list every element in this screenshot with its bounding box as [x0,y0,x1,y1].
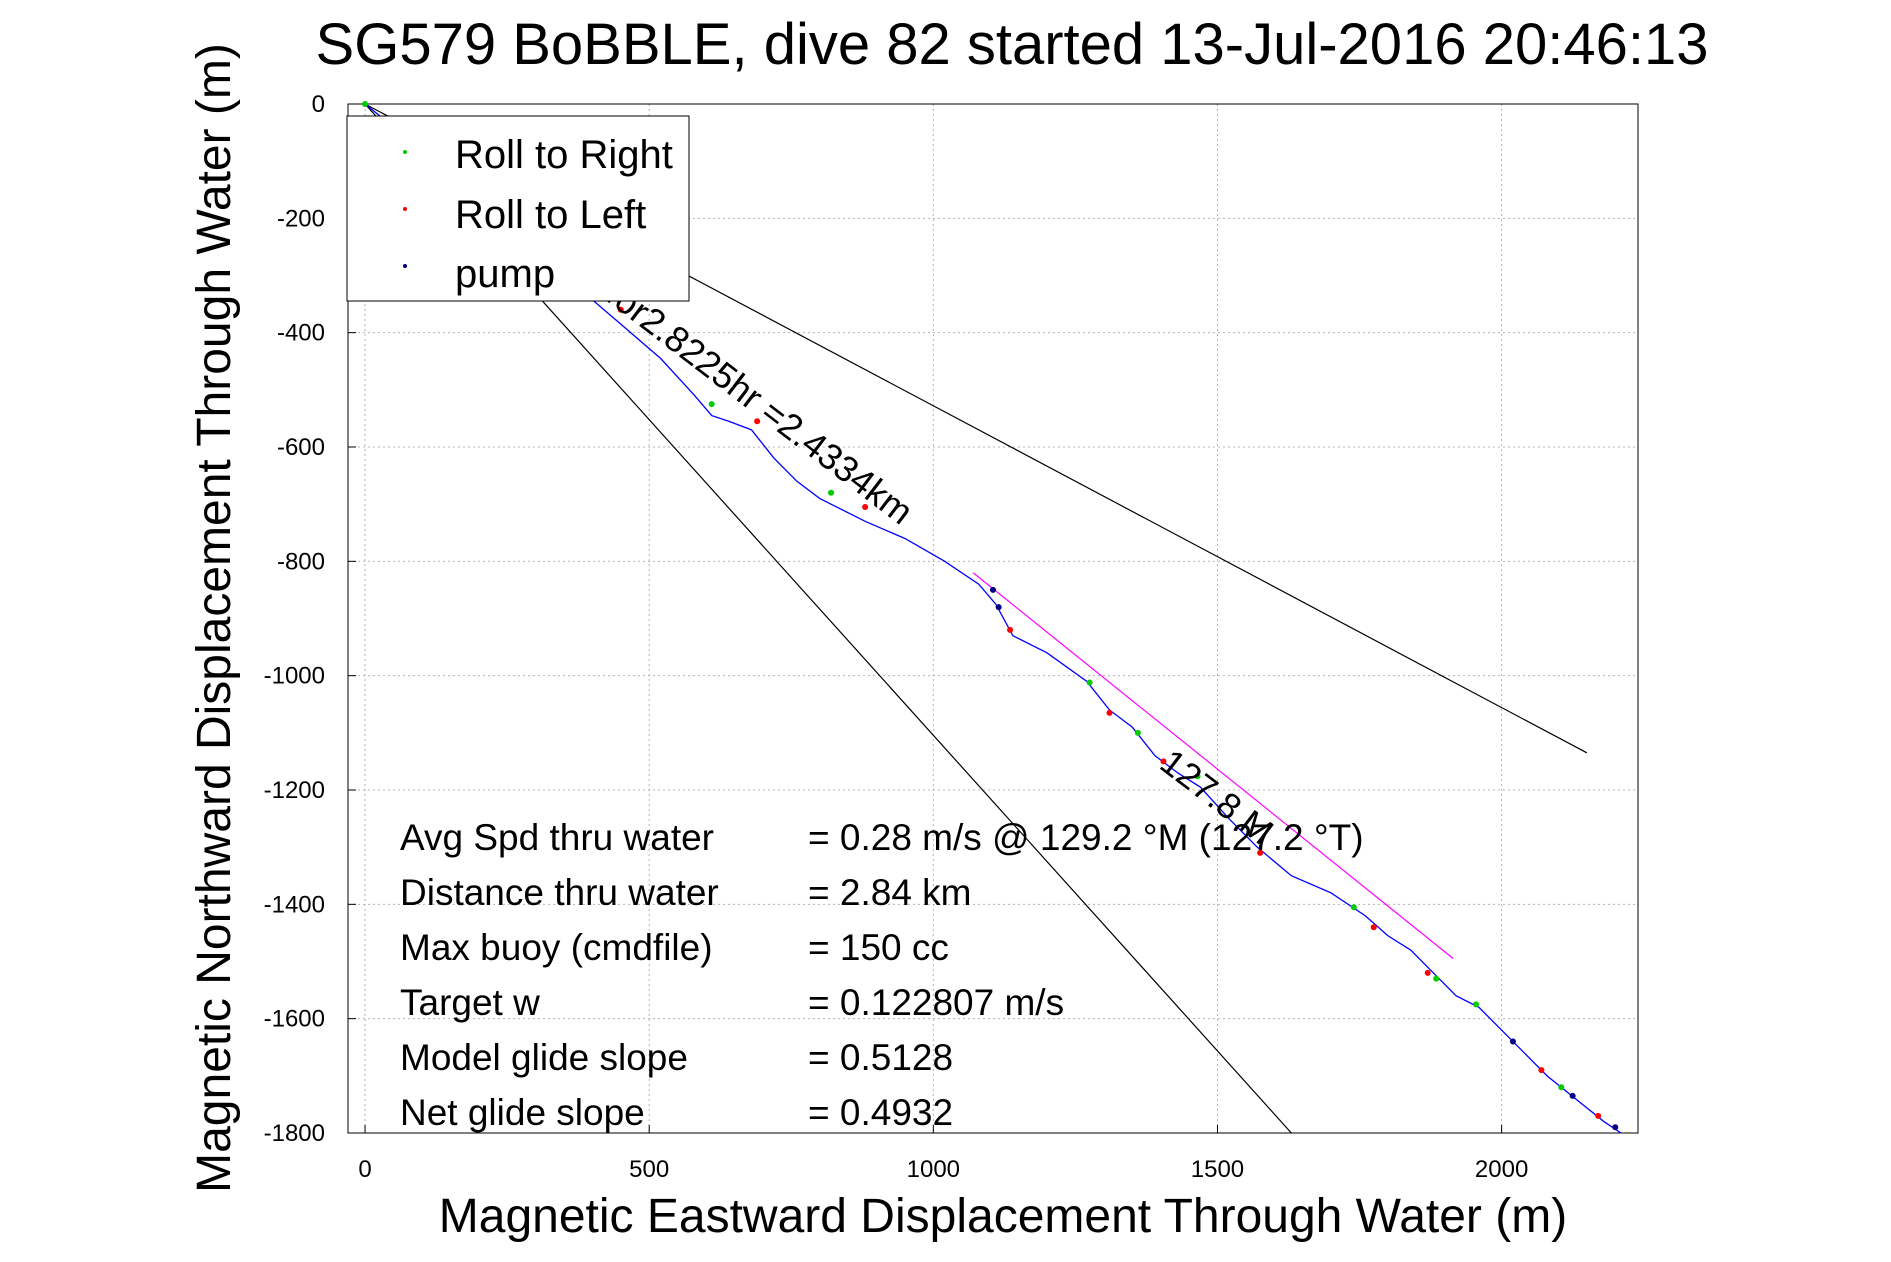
marker-roll-to-right [1134,729,1141,736]
marker-roll-to-left [1160,758,1167,765]
legend-marker-roll-right [403,150,407,154]
y-tick-label: -1600 [264,1006,325,1033]
summary-block: Avg Spd thru water = 0.28 m/s @ 129.2 °M … [400,817,1364,1133]
legend: Roll to Right Roll to Left pump [346,115,690,302]
marker-roll-to-left [862,504,869,511]
y-tick-label: -400 [277,320,325,347]
y-tick-label: -1000 [264,663,325,690]
legend-marker-roll-left [403,207,407,211]
marker-roll-to-left [1595,1112,1602,1119]
marker-roll-to-left [1538,1067,1545,1074]
marker-roll-to-right [362,101,369,107]
y-tick-label: -1200 [264,777,325,804]
marker-roll-to-left [1257,849,1264,856]
marker-roll-to-left [1370,924,1377,931]
x-tick-label: 2000 [1475,1156,1528,1183]
marker-roll-to-right [1194,773,1201,780]
x-tick-label: 1500 [1191,1156,1244,1183]
x-tick-label: 1000 [907,1156,960,1183]
summary-label: Model glide slope [400,1037,688,1078]
summary-value: = 150 cc [808,927,949,968]
summary-value: = 0.5128 [808,1037,953,1078]
marker-pump [990,586,996,593]
plot-frame [347,103,1639,1134]
axis-ticks: 0 500 1000 1500 2000 0 -200 -400 -600 -800 -1000 -1… [264,91,1529,1183]
marker-roll-to-right [1350,904,1357,911]
summary-label: Max buoy (cmdfile) [400,927,713,968]
marker-roll-to-right [1558,1084,1565,1091]
chart-title: SG579 BoBBLE, dive 82 started 13-Jul-201… [316,12,1709,77]
legend-marker-pump [403,264,407,268]
marker-pump [1612,1124,1619,1131]
legend-label-roll-left: Roll to Left [455,193,646,237]
marker-roll-to-right [1086,679,1093,686]
marker-pump [1569,1092,1576,1099]
legend-label-roll-right: Roll to Right [455,133,673,177]
x-axis-label: Magnetic Eastward Displacement Through W… [439,1190,1567,1243]
y-tick-label: -1400 [264,891,325,918]
track-layer [364,103,1622,1134]
heading-line [972,572,1454,960]
y-tick-label: -800 [277,548,325,575]
marker-roll-to-left [1007,626,1014,633]
y-tick-label: -1800 [264,1120,325,1147]
summary-value: = 0.122807 m/s [808,982,1064,1023]
y-tick-label: 0 [312,91,325,118]
summary-label: Net glide slope [400,1092,645,1133]
marker-roll-to-left [1424,969,1431,976]
summary-value: = 0.28 m/s @ 129.2 °M (127.2 °T) [808,817,1364,858]
marker-roll-to-right [1433,975,1440,982]
x-tick-label: 500 [629,1156,669,1183]
marker-roll-to-right [828,489,835,496]
x-tick-label: 0 [358,1156,371,1183]
marker-roll-to-right [708,401,715,408]
markers-layer [362,101,1619,1131]
summary-value: = 2.84 km [808,872,972,913]
y-tick-label: -200 [277,205,325,232]
marker-pump [995,604,1002,611]
marker-roll-to-right [1473,1001,1480,1008]
marker-roll-to-left [1106,709,1113,716]
legend-label-pump: pump [455,252,555,296]
y-tick-label: -600 [277,434,325,461]
y-axis-label: Magnetic Northward Displacement Through … [188,43,241,1193]
track-line [364,103,1622,1134]
summary-label: Target w [400,982,540,1023]
marker-roll-to-left [617,306,624,313]
marker-roll-to-left [754,418,761,425]
summary-value: = 0.4932 [808,1092,953,1133]
marker-pump [1509,1038,1516,1045]
summary-label: Distance thru water [400,872,719,913]
summary-label: Avg Spd thru water [400,817,714,858]
